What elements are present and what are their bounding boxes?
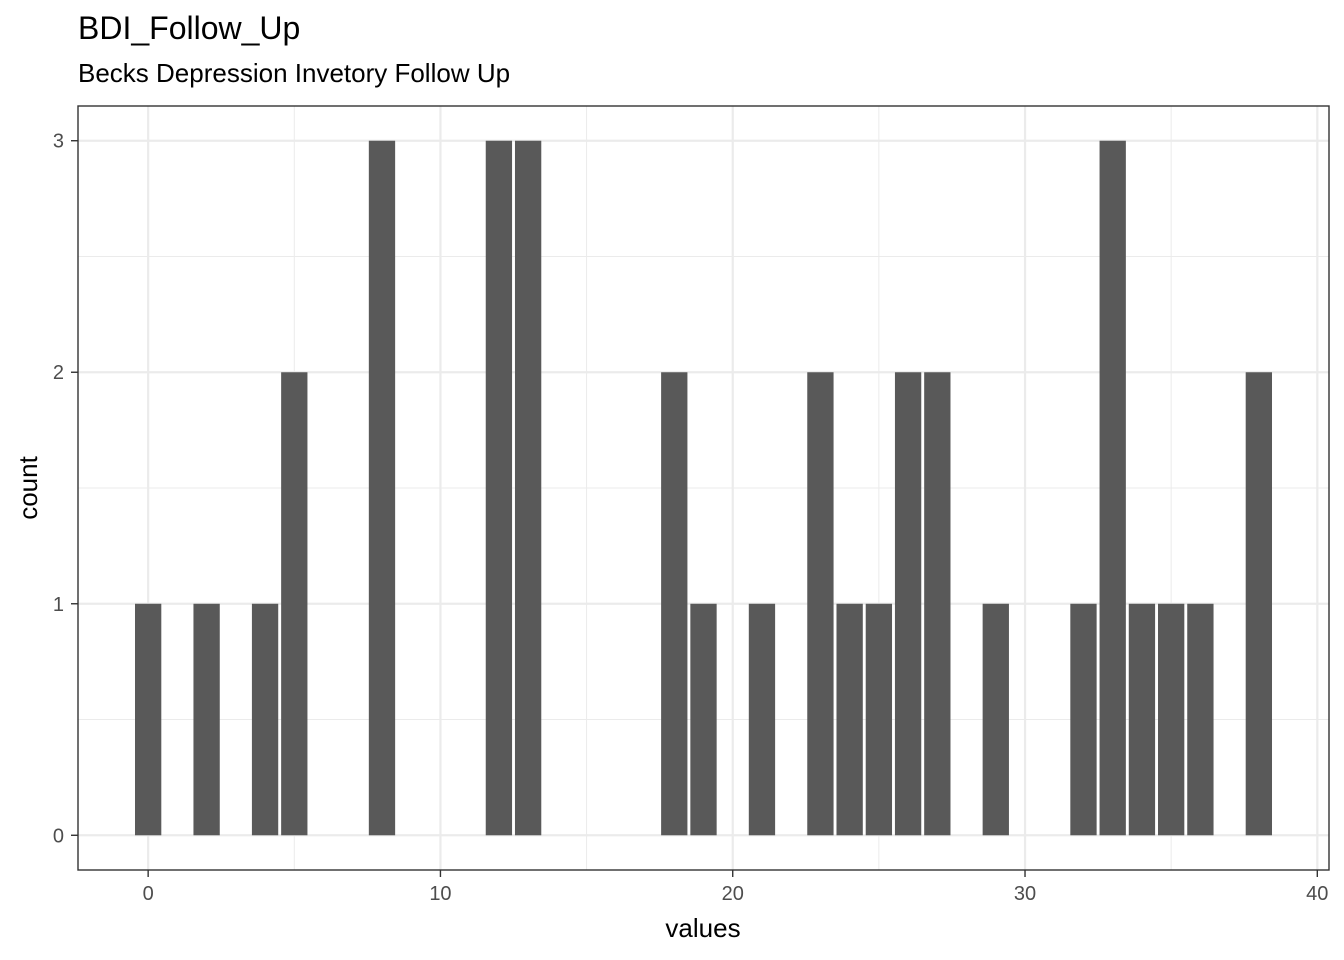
bar bbox=[982, 603, 1009, 836]
x-tick-label: 0 bbox=[143, 883, 154, 905]
bar bbox=[514, 140, 542, 836]
bar bbox=[1245, 372, 1273, 836]
y-axis-title: count bbox=[13, 455, 43, 519]
bar bbox=[894, 372, 922, 836]
chart-subtitle: Becks Depression Invetory Follow Up bbox=[78, 58, 511, 88]
x-tick-label: 40 bbox=[1306, 883, 1328, 905]
bars bbox=[134, 140, 1273, 836]
bar bbox=[690, 603, 717, 836]
bar bbox=[661, 372, 688, 836]
x-axis: 0 10 20 30 40 bbox=[143, 870, 1328, 905]
x-tick-label: 10 bbox=[429, 883, 451, 905]
bar bbox=[748, 603, 776, 836]
bar bbox=[1187, 603, 1214, 836]
x-tick-label: 20 bbox=[722, 883, 744, 905]
y-tick-label: 1 bbox=[53, 594, 64, 616]
bar bbox=[368, 140, 396, 836]
bar bbox=[281, 372, 308, 836]
y-tick-label: 2 bbox=[53, 362, 64, 384]
bar bbox=[1158, 603, 1185, 836]
plot-panel-border bbox=[77, 105, 1330, 871]
chart-title: BDI_Follow_Up bbox=[78, 10, 301, 46]
bar bbox=[836, 603, 863, 836]
bar bbox=[251, 603, 279, 836]
bar bbox=[1099, 140, 1126, 836]
y-axis: 0 1 2 3 bbox=[53, 131, 78, 847]
x-axis-title: values bbox=[665, 913, 740, 943]
bar bbox=[485, 140, 513, 836]
bar bbox=[1128, 603, 1156, 836]
y-tick-label: 3 bbox=[53, 131, 64, 153]
bar bbox=[134, 603, 162, 836]
x-tick-label: 30 bbox=[1014, 883, 1036, 905]
bar bbox=[193, 603, 220, 836]
bar bbox=[807, 372, 834, 836]
bar bbox=[924, 372, 951, 836]
bar bbox=[1070, 603, 1097, 836]
y-tick-label: 0 bbox=[53, 825, 64, 847]
bar bbox=[865, 603, 893, 836]
